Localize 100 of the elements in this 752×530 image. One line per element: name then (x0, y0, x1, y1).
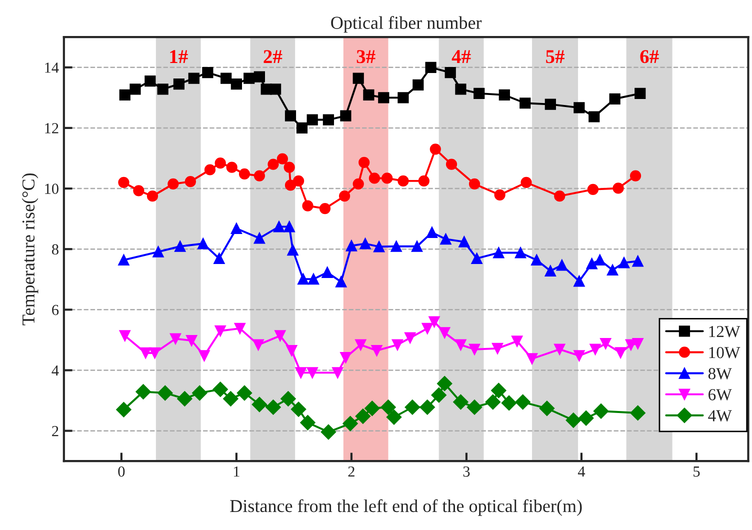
point (214, 252, 225, 264)
y-tick-label: 12 (45, 123, 58, 134)
point (308, 274, 320, 285)
point (634, 88, 646, 99)
point (296, 122, 308, 134)
x-axis-title: Distance from the left end of the optical fiber(m) (230, 499, 582, 516)
point (364, 400, 380, 416)
point (340, 352, 352, 364)
band-label: 5# (546, 50, 564, 64)
point (236, 385, 252, 401)
point (352, 72, 364, 84)
legend-label: 6W (708, 389, 732, 400)
point (214, 325, 226, 336)
point (152, 246, 164, 258)
point (632, 256, 644, 267)
point (234, 322, 246, 334)
point (455, 339, 466, 350)
point (198, 238, 209, 250)
point (352, 178, 364, 190)
legend-label: 4W (708, 410, 732, 422)
point (373, 241, 385, 252)
point (284, 162, 295, 173)
point (386, 410, 402, 425)
point (382, 172, 393, 184)
point (322, 266, 333, 278)
point (378, 92, 390, 104)
point (404, 400, 420, 415)
point (446, 158, 458, 170)
point (306, 114, 318, 126)
point (494, 189, 506, 200)
point (512, 336, 523, 347)
point (578, 410, 594, 426)
y-tick-label: 10 (45, 184, 58, 194)
legend-label: 10W (709, 346, 740, 358)
point (254, 71, 265, 82)
y-tick-label: 14 (45, 62, 59, 73)
point (360, 238, 371, 250)
point (220, 72, 232, 84)
point (268, 158, 279, 170)
point (355, 339, 366, 350)
point (119, 330, 130, 342)
point (411, 240, 423, 252)
point (586, 258, 598, 270)
point (336, 276, 347, 288)
point (593, 404, 609, 419)
point (422, 322, 433, 334)
point (418, 175, 430, 187)
band-label: 2# (264, 50, 282, 63)
point (392, 339, 404, 350)
point (340, 110, 352, 122)
point (404, 332, 416, 344)
point (468, 344, 480, 355)
point (458, 236, 470, 248)
point (186, 335, 198, 346)
band-label: 4# (452, 50, 471, 63)
point (498, 89, 510, 100)
point (428, 316, 440, 328)
point (554, 190, 566, 202)
point (491, 382, 506, 398)
x-tick-label: 5 (694, 466, 700, 477)
legend-label: 8W (708, 368, 732, 380)
point (295, 367, 306, 378)
point (468, 178, 480, 190)
band-label: 6# (640, 50, 659, 64)
point (157, 84, 168, 95)
point (202, 66, 214, 78)
point (440, 234, 452, 245)
point (632, 338, 644, 350)
point (292, 175, 304, 187)
point (130, 84, 141, 95)
point (420, 400, 435, 415)
point (515, 394, 530, 410)
point (118, 254, 130, 266)
point (252, 339, 264, 350)
point (514, 247, 526, 258)
point (346, 240, 358, 252)
point (398, 175, 409, 187)
point (618, 257, 630, 268)
point (286, 345, 298, 356)
point (116, 402, 132, 418)
point (520, 98, 531, 109)
point (455, 84, 466, 95)
y-tick-label: 4 (52, 365, 59, 376)
point (198, 350, 210, 362)
point (168, 178, 179, 190)
point (493, 247, 504, 258)
point (609, 93, 620, 104)
point (412, 79, 424, 91)
point (590, 344, 601, 355)
point (188, 72, 200, 84)
point (520, 176, 532, 188)
point (230, 222, 242, 234)
point (380, 400, 396, 415)
point (177, 391, 192, 406)
point (612, 182, 624, 194)
point (425, 62, 436, 73)
point (492, 342, 504, 354)
point (212, 382, 228, 397)
point (430, 144, 441, 155)
point (390, 240, 402, 252)
